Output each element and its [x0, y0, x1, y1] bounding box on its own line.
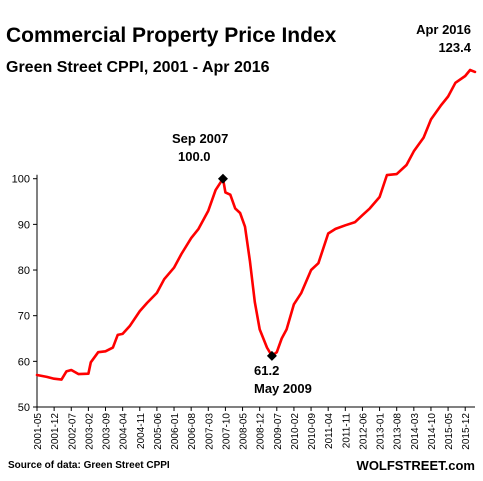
x-tick-label: 2013-08 [393, 413, 404, 450]
x-tick-label: 2004-04 [119, 413, 130, 450]
x-tick-label: 2002-07 [67, 413, 78, 450]
trough-value-label: 61.2 [254, 363, 280, 378]
y-tick-label: 90 [18, 219, 30, 231]
cppi-series-line [35, 68, 477, 381]
peak-date-label: Sep 2007 [172, 131, 229, 146]
x-tick-label: 2008-12 [256, 413, 267, 450]
x-tick-label: 2011-11 [341, 413, 352, 449]
x-tick-label: 2001-12 [50, 413, 61, 450]
x-tick-label: 2015-12 [461, 413, 472, 450]
peak-value-label: 100.0 [178, 149, 211, 164]
x-tick-label: 2006-01 [170, 413, 181, 450]
y-tick-label: 50 [18, 402, 30, 414]
x-tick-label: 2010-02 [290, 413, 301, 450]
x-tick-label: 2011-04 [324, 413, 335, 449]
y-tick-label: 80 [18, 265, 30, 277]
y-tick-label: 100 [12, 174, 30, 186]
trough-date-label: May 2009 [254, 381, 312, 396]
x-tick-label: 2014-10 [427, 413, 438, 450]
highlight-point [217, 173, 228, 184]
x-tick-label: 2004-11 [136, 413, 147, 449]
x-tick-label: 2012-06 [358, 413, 369, 450]
x-tick-label: 2005-06 [153, 413, 164, 450]
x-tick-label: 2009-07 [273, 413, 284, 450]
x-tick-label: 2010-09 [307, 413, 318, 450]
x-tick-label: 2001-05 [33, 413, 44, 450]
x-tick-label: 2013-01 [376, 413, 387, 450]
x-tick-label: 2015-05 [444, 413, 455, 450]
x-tick-label: 2006-08 [187, 413, 198, 450]
latest-value-label: 123.4 [438, 40, 471, 55]
y-tick-label: 60 [18, 356, 30, 368]
x-tick-label: 2014-03 [410, 413, 421, 450]
chart-subtitle: Green Street CPPI, 2001 - Apr 2016 [6, 59, 270, 76]
latest-date-label: Apr 2016 [416, 22, 471, 37]
highlight-point [266, 350, 277, 361]
x-tick-label: 2003-09 [102, 413, 113, 450]
y-tick-label: 70 [18, 311, 30, 323]
x-tick-label: 2008-05 [239, 413, 250, 450]
x-tick-label: 2007-03 [204, 413, 215, 450]
brand-label: WOLFSTREET.com [356, 458, 475, 473]
chart-title: Commercial Property Price Index [6, 24, 337, 47]
source-note: Source of data: Green Street CPPI [8, 460, 170, 471]
x-tick-label: 2003-02 [84, 413, 95, 450]
x-tick-label: 2007-10 [221, 413, 232, 450]
